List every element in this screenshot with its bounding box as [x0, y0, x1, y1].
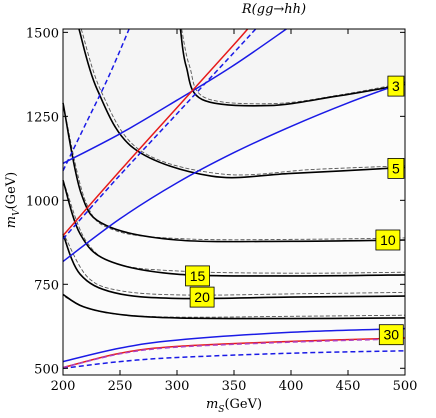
contour-label-30: 30: [384, 327, 400, 343]
contour-3-dashed: [181, 28, 406, 105]
contour-label-box-10: [375, 229, 401, 251]
shaded-region-lighter: [63, 82, 405, 375]
contour-labels-layer: 3 5 10 15 20 30: [185, 75, 405, 346]
y-tick-label-750: 750: [34, 278, 59, 293]
blue-lines-layer: [62, 28, 406, 370]
contour-label-10: 10: [380, 232, 396, 248]
contour-20-line: [62, 233, 406, 300]
y-tick-label-1000: 1000: [26, 194, 59, 209]
plot-area: [63, 29, 405, 375]
contour-15-dashed: [64, 186, 406, 274]
contour-30-line: [62, 293, 406, 320]
contour-label-3: 3: [392, 78, 400, 94]
y-tick-label-1250: 1250: [26, 110, 59, 125]
x-axis-title: mS(GeV): [206, 397, 262, 415]
contour-5-dashed: [80, 28, 406, 176]
red-line-1: [62, 28, 249, 237]
contour-label-5: 5: [392, 160, 400, 176]
x-axis-title-unit: (GeV): [224, 397, 262, 412]
contour-10-line: [62, 102, 406, 243]
y-axis-title: mV(GeV): [4, 172, 22, 228]
contour-label-15: 15: [190, 268, 206, 284]
y-tick-label-1500: 1500: [26, 26, 59, 41]
contour-label-box-3: [387, 75, 405, 97]
x-tick-label-350: 350: [222, 379, 247, 394]
x-tick-label-400: 400: [279, 379, 304, 394]
contour-5-line: [78, 28, 406, 179]
x-tick-label-500: 500: [393, 379, 418, 394]
blue-line-5: [62, 327, 406, 363]
blue-line-4: [62, 28, 257, 240]
y-axis-title-sub: V: [12, 208, 22, 216]
x-tick-label-200: 200: [51, 379, 76, 394]
x-axis-ticks: 200 250 300 350 400 450 500: [51, 29, 418, 394]
x-axis-title-sub: S: [218, 405, 224, 415]
contour-label-20: 20: [194, 289, 210, 305]
magenta-line-1: [62, 337, 406, 369]
contour-15-line: [62, 179, 406, 277]
y-axis-ticks: 500 750 1000 1250 1500: [26, 26, 405, 377]
x-tick-label-300: 300: [165, 379, 190, 394]
y-tick-label-500: 500: [34, 362, 59, 377]
y-axis-title-main: m: [4, 216, 19, 228]
contour-label-box-20: [189, 286, 215, 308]
contour-20-dashed: [64, 237, 406, 296]
magenta-lines-layer: [62, 337, 406, 369]
blue-line-1: [62, 28, 287, 165]
contour-layer: [62, 28, 406, 320]
contour-label-box-5: [387, 157, 405, 179]
y-axis-title-unit: (GeV): [4, 172, 19, 210]
x-tick-label-250: 250: [108, 379, 133, 394]
contour-10-dashed: [63, 109, 406, 241]
x-axis-title-main: m: [206, 397, 218, 412]
blue-line-6: [62, 350, 406, 370]
contour-3-line: [179, 28, 406, 107]
chart-title: R(gg→hh): [241, 2, 306, 17]
blue-line-2: [62, 81, 406, 263]
contour-label-box-15: [185, 265, 210, 287]
x-tick-label-450: 450: [336, 379, 361, 394]
contour-label-box-30: [378, 324, 404, 346]
